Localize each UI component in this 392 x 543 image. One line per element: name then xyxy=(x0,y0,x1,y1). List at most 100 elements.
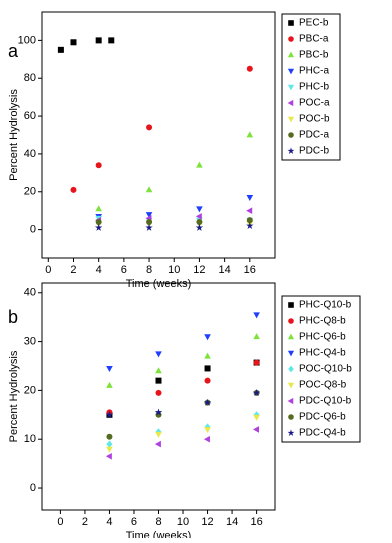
marker xyxy=(155,389,162,396)
x-tick-label: 4 xyxy=(96,264,102,276)
marker xyxy=(95,205,102,212)
marker xyxy=(70,39,77,46)
legend-marker xyxy=(287,68,295,75)
legend-marker xyxy=(287,333,295,340)
y-axis-title: Percent Hydrolysis xyxy=(8,350,20,442)
legend-label: PDC-Q4-b xyxy=(299,428,346,439)
x-tick-label: 4 xyxy=(106,516,112,528)
y-tick-label: 80 xyxy=(24,72,36,84)
legend-marker xyxy=(287,116,295,123)
marker xyxy=(246,131,254,138)
legend-marker xyxy=(287,51,295,58)
legend-marker xyxy=(287,397,294,405)
marker xyxy=(203,435,210,443)
x-tick-label: 14 xyxy=(226,516,238,528)
x-tick-label: 0 xyxy=(57,516,63,528)
y-tick-label: 0 xyxy=(30,482,36,494)
marker xyxy=(106,381,113,388)
y-tick-label: 40 xyxy=(24,287,36,299)
x-tick-label: 0 xyxy=(45,264,51,276)
legend-label: PHC-a xyxy=(299,66,329,77)
marker xyxy=(95,37,102,44)
legend-label: PDC-Q10-b xyxy=(299,396,352,407)
legend-label: PBC-a xyxy=(299,34,329,45)
legend-marker xyxy=(287,429,295,436)
marker xyxy=(246,65,253,72)
x-tick-label: 10 xyxy=(177,516,189,528)
marker xyxy=(155,351,162,358)
marker xyxy=(195,223,204,231)
marker xyxy=(196,219,203,226)
marker xyxy=(146,219,153,226)
marker xyxy=(146,124,153,131)
marker xyxy=(204,377,211,384)
legend-label: POC-Q10-b xyxy=(299,364,352,375)
marker xyxy=(145,212,153,219)
legend-label: PDC-a xyxy=(299,130,329,141)
legend-label: PDC-b xyxy=(299,146,329,157)
x-tick-label: 16 xyxy=(244,264,256,276)
marker xyxy=(105,453,112,460)
marker xyxy=(204,334,211,341)
x-tick-label: 8 xyxy=(146,264,152,276)
y-tick-label: 20 xyxy=(24,384,36,396)
marker xyxy=(154,440,161,448)
marker xyxy=(204,427,211,434)
marker xyxy=(252,388,261,396)
y-tick-label: 10 xyxy=(24,433,36,445)
marker xyxy=(196,161,203,168)
y-axis-title: Percent Hydrolysis xyxy=(8,89,20,181)
y-tick-label: 100 xyxy=(18,34,36,46)
legend-label: POC-Q8-b xyxy=(299,380,347,391)
marker xyxy=(253,333,260,340)
legend-label: PHC-Q4-b xyxy=(299,348,346,359)
marker xyxy=(246,195,254,202)
legend-label: PEC-b xyxy=(299,18,329,29)
marker xyxy=(204,365,211,372)
marker xyxy=(204,352,211,359)
legend-marker xyxy=(288,318,294,324)
marker xyxy=(203,398,212,406)
x-tick-label: 14 xyxy=(218,264,230,276)
marker xyxy=(155,431,162,438)
marker xyxy=(57,46,64,53)
x-tick-label: 2 xyxy=(70,264,76,276)
marker xyxy=(253,312,260,319)
y-tick-label: 20 xyxy=(24,186,36,198)
legend-marker xyxy=(288,132,294,138)
legend-marker xyxy=(288,302,294,308)
marker xyxy=(154,408,163,416)
legend: PEC-b PBC-a PBC-b PHC-a PHC-b POC-a POC-b PDC-a… xyxy=(281,13,341,161)
marker xyxy=(145,186,153,193)
marker xyxy=(105,410,114,418)
legend-marker xyxy=(287,99,294,107)
y-tick-label: 60 xyxy=(24,110,36,122)
x-tick-label: 10 xyxy=(168,264,180,276)
legend-label: PDC-Q6-b xyxy=(299,412,346,423)
marker xyxy=(106,446,113,453)
plot-frame xyxy=(41,282,276,511)
marker xyxy=(106,366,113,373)
marker xyxy=(95,162,102,169)
legend: PHC-Q10-b PHC-Q8-b PHC-Q6-b PHC-Q4-b POC-Q10… xyxy=(281,295,361,443)
legend-marker xyxy=(288,20,294,26)
marker xyxy=(106,440,113,448)
marker xyxy=(253,359,260,366)
marker xyxy=(195,213,202,220)
legend-marker xyxy=(287,147,295,154)
x-tick-label: 16 xyxy=(250,516,262,528)
marker xyxy=(145,223,153,231)
y-tick-label: 40 xyxy=(24,148,36,160)
x-tick-label: 12 xyxy=(193,264,205,276)
x-tick-label: 8 xyxy=(155,516,161,528)
legend-label: PHC-Q8-b xyxy=(299,316,346,327)
legend-marker xyxy=(288,365,294,373)
marker xyxy=(155,377,162,384)
legend-label: PHC-b xyxy=(299,82,329,93)
legend-marker xyxy=(288,414,294,420)
legend-label: PHC-Q6-b xyxy=(299,332,346,343)
legend-label: POC-a xyxy=(299,98,330,109)
marker xyxy=(95,219,102,226)
